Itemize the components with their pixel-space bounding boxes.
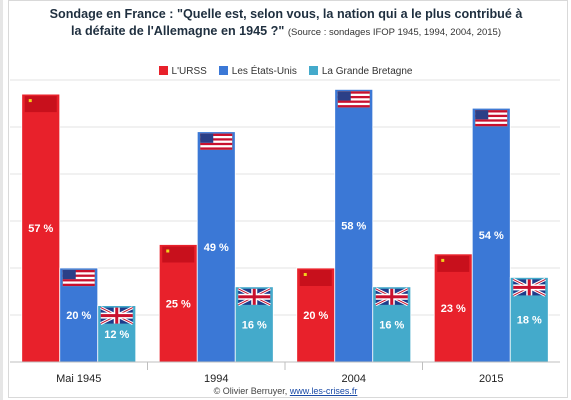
flag-field <box>437 255 470 272</box>
flag-field <box>162 246 195 263</box>
data-label-1-0: 20 % <box>66 310 91 322</box>
legend-item-0: L'URSS <box>158 66 207 77</box>
credit-text: © Olivier Berruyer, <box>213 386 290 396</box>
usa-flag-icon <box>200 133 233 150</box>
flag-stripe <box>200 142 233 146</box>
data-label-1-2: 58 % <box>341 221 366 233</box>
flag-cross-h-red <box>375 295 408 299</box>
flag-stripe <box>200 138 233 141</box>
ussr-flag-icon <box>437 255 470 272</box>
bar-1-3 <box>471 107 511 363</box>
data-label-0-3: 23 % <box>441 303 466 315</box>
uk-flag-icon <box>375 287 409 307</box>
x-tick-label-1: 1994 <box>204 373 228 385</box>
flag-stripe <box>62 270 95 273</box>
flag-stripe <box>475 123 508 127</box>
flag-emblem <box>303 273 307 276</box>
flag-cross-h-red <box>513 285 546 289</box>
x-tick-label-2: 2004 <box>342 373 366 385</box>
chart-credit: © Olivier Berruyer, www.les-crises.fr <box>0 386 571 396</box>
flag-emblem <box>166 249 170 253</box>
data-label-0-1: 25 % <box>166 298 191 310</box>
x-tick-label-0: Mai 1945 <box>56 373 101 385</box>
flag-stripe <box>337 100 370 103</box>
flag-canton <box>62 270 76 280</box>
usa-flag-icon <box>475 109 508 127</box>
flag-field <box>299 270 332 286</box>
flag-cross-h-red <box>100 314 133 318</box>
legend-swatch-2 <box>308 66 318 75</box>
flag-canton <box>200 133 214 143</box>
chart-title: Sondage en France : "Quelle est, selon v… <box>8 6 564 41</box>
credit-link[interactable]: www.les-crises.fr <box>289 386 358 396</box>
flag-stripe <box>337 91 370 94</box>
flag-canton <box>337 91 351 101</box>
chart-legend: L'URSS Les États-Unis La Grande Bretagne <box>0 66 571 77</box>
chart-title-line-2: la défaite de l'Allemagne en 1945 ?" (So… <box>8 23 564 41</box>
flag-canton <box>475 110 489 120</box>
bar-0-1 <box>158 244 198 363</box>
legend-label-1: Les États-Unis <box>231 66 297 77</box>
data-label-2-1: 16 % <box>242 319 267 331</box>
flag-stripe <box>62 283 95 286</box>
legend-label-0: L'URSS <box>171 66 207 77</box>
bar-1-1 <box>196 131 236 363</box>
ussr-flag-icon <box>299 270 332 286</box>
data-label-0-0: 57 % <box>28 223 53 235</box>
legend-item-2: La Grande Bretagne <box>308 66 413 77</box>
usa-flag-icon <box>62 269 95 287</box>
flag-stripe <box>337 95 370 99</box>
uk-flag-icon <box>237 287 271 307</box>
data-label-1-1: 49 % <box>204 242 229 254</box>
uk-flag-icon <box>100 306 134 325</box>
flag-stripe <box>475 114 508 118</box>
data-label-0-2: 20 % <box>303 310 328 322</box>
data-label-1-3: 54 % <box>479 230 504 242</box>
ussr-flag-icon <box>24 96 57 113</box>
x-tick-label-3: 2015 <box>479 373 503 385</box>
flag-emblem <box>28 99 32 103</box>
data-label-2-2: 16 % <box>379 319 404 331</box>
ussr-flag-icon <box>162 246 195 263</box>
flag-stripe <box>475 119 508 122</box>
chart-title-line-2-text: la défaite de l'Allemagne en 1945 ?" <box>70 24 285 38</box>
legend-label-2: La Grande Bretagne <box>321 66 413 77</box>
uk-flag-icon <box>512 278 546 297</box>
chart-title-line-1: Sondage en France : "Quelle est, selon v… <box>49 7 523 21</box>
flag-stripe <box>475 110 508 113</box>
flag-stripe <box>62 274 95 277</box>
chart-source: (Source : sondages IFOP 1945, 1994, 2004… <box>287 27 502 38</box>
legend-item-1: Les États-Unis <box>218 66 297 77</box>
data-label-2-0: 12 % <box>104 329 129 341</box>
flag-stripe <box>200 133 233 136</box>
flag-stripe <box>62 279 95 282</box>
legend-swatch-0 <box>158 66 168 75</box>
flag-field <box>24 96 57 113</box>
legend-swatch-1 <box>218 66 228 75</box>
page-edge <box>0 0 3 400</box>
data-label-2-3: 18 % <box>517 315 542 327</box>
bar-1-2 <box>334 89 374 363</box>
bar-0-0 <box>21 93 61 363</box>
flag-emblem <box>441 258 445 262</box>
usa-flag-icon <box>337 91 370 108</box>
flag-stripe <box>337 105 370 108</box>
flag-cross-h-red <box>238 295 271 299</box>
flag-stripe <box>200 147 233 150</box>
